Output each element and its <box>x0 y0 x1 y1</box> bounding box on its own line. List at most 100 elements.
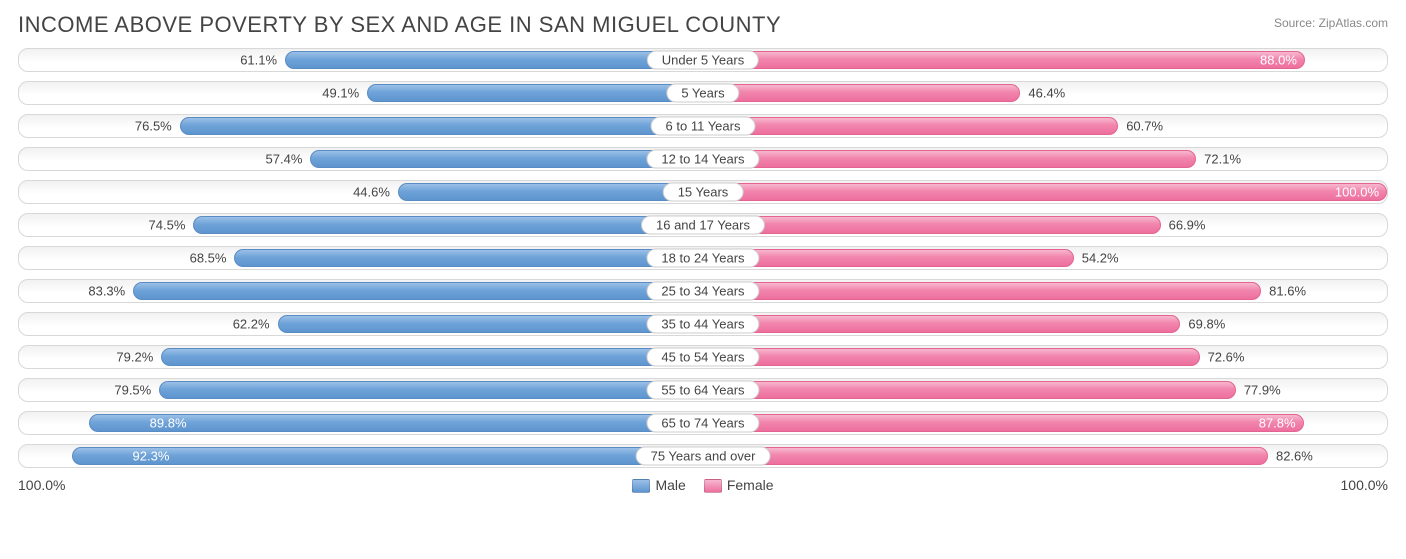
female-half: 72.6% <box>703 346 1387 368</box>
female-value: 81.6% <box>1261 284 1306 299</box>
male-value: 83.3% <box>88 284 133 299</box>
header: INCOME ABOVE POVERTY BY SEX AND AGE IN S… <box>18 12 1388 38</box>
male-value: 79.5% <box>114 383 159 398</box>
female-value: 72.6% <box>1200 350 1245 365</box>
female-half: 82.6% <box>703 445 1387 467</box>
female-half: 66.9% <box>703 214 1387 236</box>
age-label: 15 Years <box>663 183 744 202</box>
female-half: 100.0% <box>703 181 1387 203</box>
female-value: 82.6% <box>1268 449 1313 464</box>
female-bar <box>703 51 1305 69</box>
female-bar <box>703 315 1180 333</box>
female-half: 77.9% <box>703 379 1387 401</box>
age-label: 65 to 74 Years <box>646 414 759 433</box>
male-value: 76.5% <box>135 119 180 134</box>
male-bar <box>180 117 703 135</box>
female-bar <box>703 216 1161 234</box>
bar-row: 92.3% 82.6% 75 Years and over <box>18 444 1388 468</box>
age-label: 12 to 14 Years <box>646 150 759 169</box>
male-bar <box>398 183 703 201</box>
bar-row: 62.2% 69.8% 35 to 44 Years <box>18 312 1388 336</box>
age-label: 18 to 24 Years <box>646 249 759 268</box>
male-half: 44.6% <box>19 181 703 203</box>
bar-row: 79.2% 72.6% 45 to 54 Years <box>18 345 1388 369</box>
source-label: Source: ZipAtlas.com <box>1274 12 1388 30</box>
male-half: 83.3% <box>19 280 703 302</box>
age-label: 25 to 34 Years <box>646 282 759 301</box>
female-value: 72.1% <box>1196 152 1241 167</box>
chart-footer: 100.0% Male Female 100.0% <box>18 477 1388 493</box>
female-value: 69.8% <box>1180 317 1225 332</box>
male-half: 74.5% <box>19 214 703 236</box>
female-bar <box>703 150 1196 168</box>
female-half: 81.6% <box>703 280 1387 302</box>
age-label: 75 Years and over <box>636 447 771 466</box>
bar-row: 57.4% 72.1% 12 to 14 Years <box>18 147 1388 171</box>
bar-row: 76.5% 60.7% 6 to 11 Years <box>18 114 1388 138</box>
female-value: 60.7% <box>1118 119 1163 134</box>
female-value: 88.0% <box>1260 53 1305 68</box>
female-value: 100.0% <box>1335 185 1387 200</box>
male-value: 57.4% <box>266 152 311 167</box>
male-bar <box>161 348 703 366</box>
male-value: 44.6% <box>353 185 398 200</box>
chart-title: INCOME ABOVE POVERTY BY SEX AND AGE IN S… <box>18 12 781 38</box>
male-half: 79.2% <box>19 346 703 368</box>
female-bar <box>703 381 1236 399</box>
male-value: 61.1% <box>240 53 285 68</box>
male-value: 92.3% <box>125 449 170 464</box>
bar-row: 49.1%46.4%5 Years <box>18 81 1388 105</box>
diverging-bar-chart: 61.1% 88.0% Under 5 Years 49.1%46.4%5 Years… <box>18 48 1388 468</box>
age-label: 6 to 11 Years <box>651 117 756 136</box>
female-value: 87.8% <box>1259 416 1304 431</box>
male-value: 79.2% <box>116 350 161 365</box>
bar-row: 83.3% 81.6% 25 to 34 Years <box>18 279 1388 303</box>
age-label: 55 to 64 Years <box>646 381 759 400</box>
age-label: 16 and 17 Years <box>641 216 765 235</box>
female-bar <box>703 117 1118 135</box>
male-half: 76.5% <box>19 115 703 137</box>
male-bar <box>234 249 703 267</box>
male-bar <box>367 84 703 102</box>
female-half: 69.8% <box>703 313 1387 335</box>
bar-row: 44.6% 100.0% 15 Years <box>18 180 1388 204</box>
female-half: 72.1% <box>703 148 1387 170</box>
male-half: 57.4% <box>19 148 703 170</box>
male-half: 62.2% <box>19 313 703 335</box>
male-half: 92.3% <box>19 445 703 467</box>
female-bar <box>703 348 1200 366</box>
age-label: Under 5 Years <box>647 51 759 70</box>
male-bar <box>278 315 703 333</box>
male-bar <box>310 150 703 168</box>
legend-male: Male <box>632 477 685 493</box>
female-half: 46.4% <box>703 82 1387 104</box>
legend-male-label: Male <box>655 477 685 493</box>
age-label: 35 to 44 Years <box>646 315 759 334</box>
female-bar <box>703 447 1268 465</box>
female-value: 66.9% <box>1161 218 1206 233</box>
male-bar <box>193 216 703 234</box>
bar-row: 89.8% 87.8% 65 to 74 Years <box>18 411 1388 435</box>
bar-row: 79.5% 77.9%55 to 64 Years <box>18 378 1388 402</box>
female-value: 46.4% <box>1020 86 1065 101</box>
male-bar <box>159 381 703 399</box>
female-half: 88.0% <box>703 49 1387 71</box>
legend-female-label: Female <box>727 477 774 493</box>
age-label: 45 to 54 Years <box>646 348 759 367</box>
female-bar <box>703 282 1261 300</box>
bar-row: 68.5% 54.2%18 to 24 Years <box>18 246 1388 270</box>
female-half: 87.8% <box>703 412 1387 434</box>
male-value: 89.8% <box>142 416 187 431</box>
male-bar <box>285 51 703 69</box>
legend-female: Female <box>704 477 774 493</box>
male-value: 74.5% <box>149 218 194 233</box>
female-half: 60.7% <box>703 115 1387 137</box>
male-half: 61.1% <box>19 49 703 71</box>
female-bar <box>703 183 1387 201</box>
female-swatch-icon <box>704 479 722 493</box>
male-value: 68.5% <box>190 251 235 266</box>
bar-row: 61.1% 88.0% Under 5 Years <box>18 48 1388 72</box>
male-half: 79.5% <box>19 379 703 401</box>
female-half: 54.2% <box>703 247 1387 269</box>
male-bar <box>133 282 703 300</box>
